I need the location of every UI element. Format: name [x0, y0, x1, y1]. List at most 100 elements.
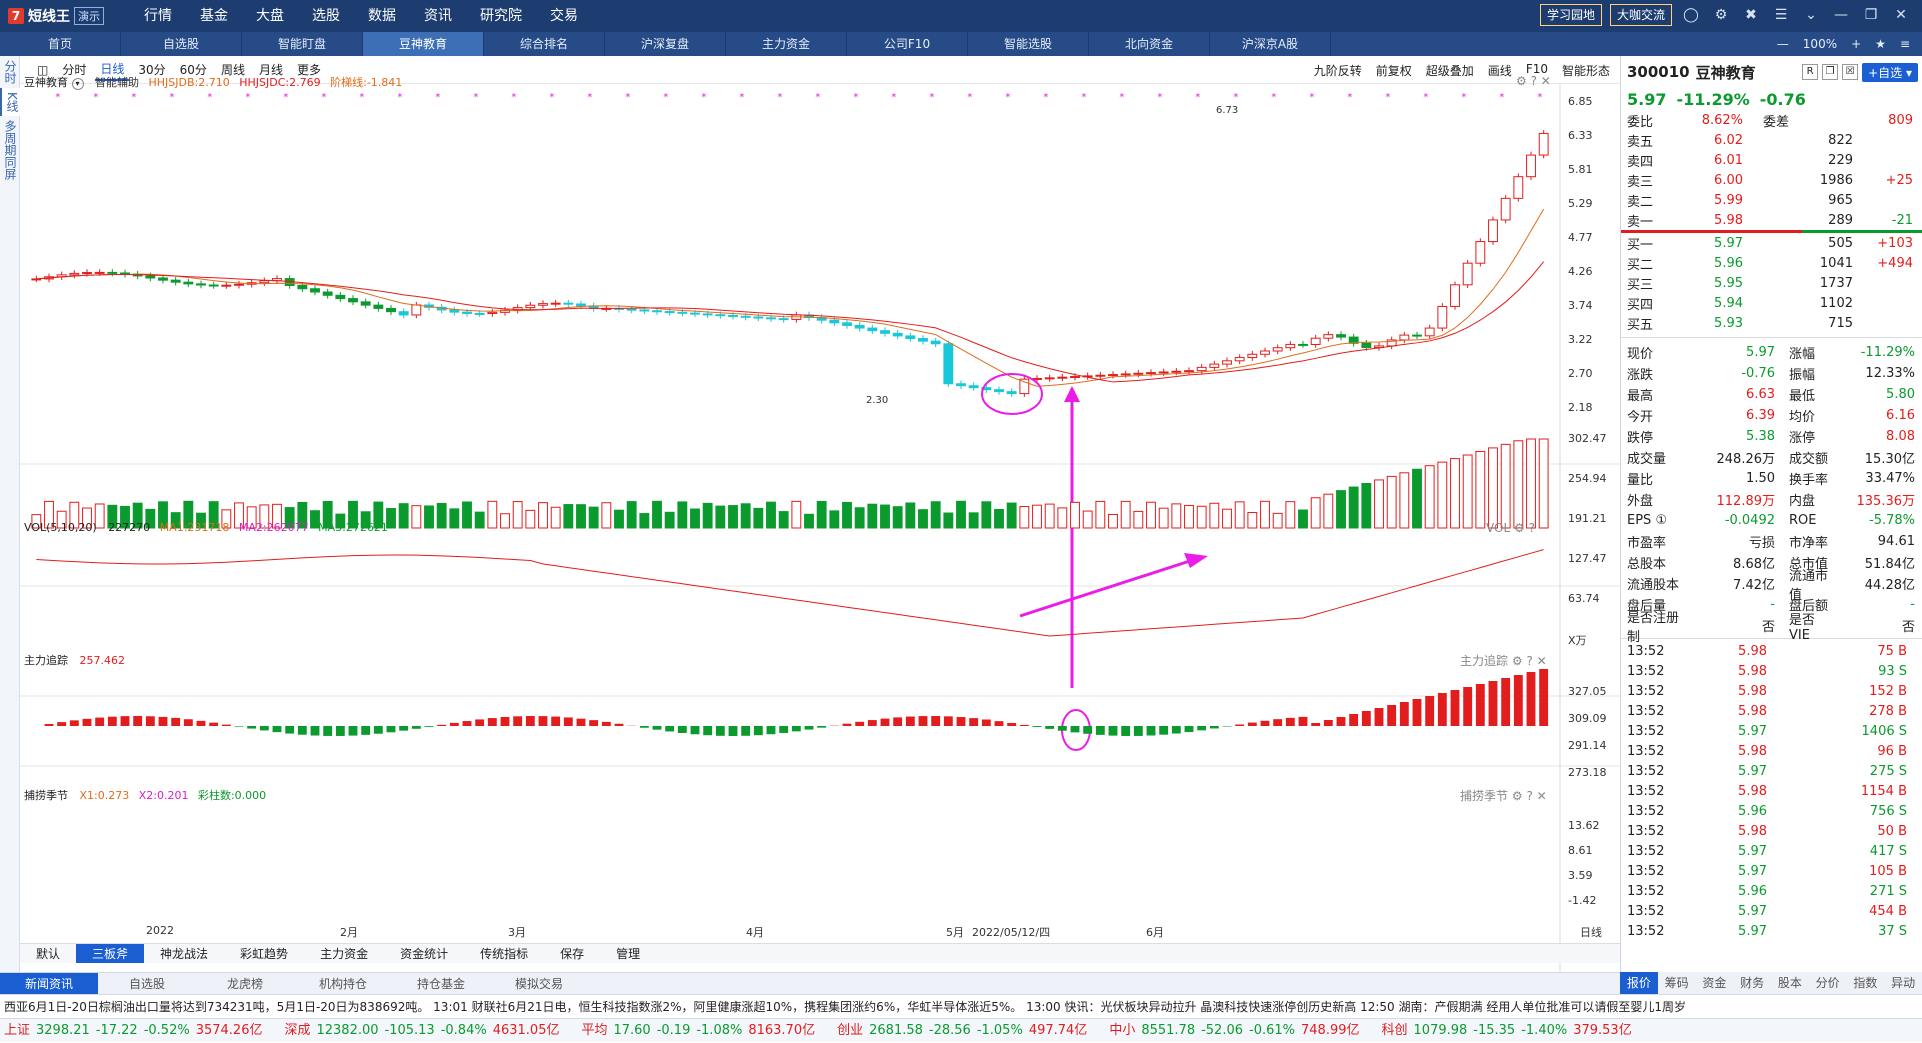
catch-bar [539, 716, 548, 726]
news-tab-2[interactable]: 龙虎榜 [196, 973, 294, 994]
news-tab-3[interactable]: 机构持仓 [294, 973, 392, 994]
tab-4[interactable]: 综合排名 [484, 32, 605, 56]
catch-bar [1387, 705, 1396, 726]
favorite-icon[interactable]: ★ [1875, 37, 1886, 51]
trade-price: 5.97 [1687, 904, 1767, 919]
panel-settings-icon[interactable]: ⚙ [1512, 654, 1523, 668]
menu-item-2[interactable]: 大盘 [242, 0, 298, 32]
view-intraday[interactable]: 分时 [0, 56, 21, 88]
tab-3[interactable]: 豆神教育 [363, 32, 484, 56]
panel-help-icon[interactable]: ? [1526, 789, 1532, 803]
quote-tab-6[interactable]: 指数 [1847, 972, 1885, 994]
menu-icon[interactable]: ☰ [1770, 7, 1792, 23]
tab-8[interactable]: 智能选股 [968, 32, 1089, 56]
catch-bar [412, 726, 421, 729]
tab-5[interactable]: 沪深复盘 [605, 32, 726, 56]
catch-bar [1121, 726, 1130, 736]
catch-bar [1096, 726, 1105, 735]
panel-settings-icon[interactable]: ⚙ [1514, 521, 1525, 535]
zoom-in-icon[interactable]: + [1851, 37, 1861, 51]
tab-6[interactable]: 主力资金 [726, 32, 847, 56]
quote-tab-7[interactable]: 异动 [1884, 972, 1922, 994]
kline-candle [1248, 354, 1257, 357]
indicator-tab-4[interactable]: 主力资金 [304, 944, 384, 963]
copy-icon[interactable]: ❐ [1822, 64, 1838, 80]
indicator-tab-5[interactable]: 资金统计 [384, 944, 464, 963]
news-ticker[interactable]: 西亚6月1日-20日棕榈油出口量将达到734231吨，5月1日-20日为8386… [0, 994, 1922, 1018]
catch-bar [387, 726, 396, 732]
indicator-tab-0[interactable]: 默认 [20, 944, 76, 963]
quote-tab-1[interactable]: 筹码 [1658, 972, 1696, 994]
restore-icon[interactable]: ❐ [1860, 7, 1882, 23]
chart-svg[interactable]: ****************************************… [20, 56, 1620, 972]
close-icon[interactable]: ✕ [1890, 7, 1912, 23]
minimize-icon[interactable]: — [1830, 7, 1852, 23]
tab-1[interactable]: 自选股 [121, 32, 242, 56]
quote-tab-5[interactable]: 分价 [1809, 972, 1847, 994]
y-tick-label: 191.21 [1568, 512, 1607, 525]
quote-tab-2[interactable]: 资金 [1696, 972, 1734, 994]
panel-close-icon[interactable]: ✕ [1537, 654, 1547, 668]
indicator-tab-6[interactable]: 传统指标 [464, 944, 544, 963]
tab-0[interactable]: 首页 [0, 32, 121, 56]
expert-chat-button[interactable]: 大咖交流 [1610, 4, 1672, 26]
collapse-icon[interactable]: ⌄ [1800, 7, 1822, 23]
quote-tab-3[interactable]: 财务 [1733, 972, 1771, 994]
volume-bar [1033, 505, 1042, 528]
indicator-tab-3[interactable]: 彩虹趋势 [224, 944, 304, 963]
signal-marker: * [1081, 92, 1086, 103]
vol-ma2: MA2:262077 [239, 521, 309, 534]
track-panel-title: 主力追踪 [1460, 654, 1508, 668]
catch-bar [475, 719, 484, 726]
catch-bar [146, 716, 155, 726]
vol-name: VOL(5,10,20) [24, 521, 97, 534]
tab-10[interactable]: 沪深京A股 [1210, 32, 1331, 56]
menu-item-3[interactable]: 选股 [298, 0, 354, 32]
menu-item-7[interactable]: 交易 [536, 0, 592, 32]
indicator-tab-7[interactable]: 保存 [544, 944, 600, 963]
tab-7[interactable]: 公司F10 [847, 32, 968, 56]
quote-tab-4[interactable]: 股本 [1771, 972, 1809, 994]
panel-close-icon[interactable]: ✕ [1537, 789, 1547, 803]
quote-tab-0[interactable]: 报价 [1620, 972, 1658, 994]
add-watchlist-button[interactable]: +自选 ▾ [1862, 63, 1918, 82]
news-tab-0[interactable]: 新闻资讯 [0, 973, 98, 994]
menu-item-5[interactable]: 资讯 [410, 0, 466, 32]
panel-settings-icon[interactable]: ⚙ [1512, 789, 1523, 803]
view-multi-period[interactable]: 多周期同屏 [0, 116, 21, 184]
indicator-tab-1[interactable]: 三板斧 [76, 944, 144, 963]
indicator-tab-8[interactable]: 管理 [600, 944, 656, 963]
indicator-tab-2[interactable]: 神龙战法 [144, 944, 224, 963]
tab-2[interactable]: 智能盯盘 [242, 32, 363, 56]
pin-icon[interactable]: ✖ [1740, 7, 1762, 23]
panel-help-icon[interactable]: ? [1529, 521, 1535, 535]
catch-panel-title: 捕捞季节 [1460, 789, 1508, 803]
tab-list-icon[interactable]: ≡ [1900, 37, 1910, 51]
menu-item-0[interactable]: 行情 [130, 0, 186, 32]
menu-item-6[interactable]: 研究院 [466, 0, 536, 32]
menu-item-4[interactable]: 数据 [354, 0, 410, 32]
news-tab-5[interactable]: 模拟交易 [490, 973, 588, 994]
news-tab-1[interactable]: 自选股 [98, 973, 196, 994]
user-icon[interactable]: ◯ [1680, 7, 1702, 23]
news-tab-4[interactable]: 持仓基金 [392, 973, 490, 994]
panel-help-icon[interactable]: ? [1526, 654, 1532, 668]
menu-item-1[interactable]: 基金 [186, 0, 242, 32]
catch-bar [285, 726, 294, 734]
volume-bar [1273, 513, 1282, 528]
stat-label: 振幅 [1775, 364, 1835, 383]
tab-9[interactable]: 北向资金 [1089, 32, 1210, 56]
trash-icon[interactable]: ☒ [1842, 64, 1858, 80]
settings-icon[interactable]: ⚙ [1710, 7, 1732, 23]
zoom-out-icon[interactable]: — [1777, 37, 1789, 51]
learn-button[interactable]: 学习园地 [1540, 4, 1602, 26]
catch-bar [817, 726, 826, 728]
mode-r-icon[interactable]: R [1802, 64, 1818, 80]
